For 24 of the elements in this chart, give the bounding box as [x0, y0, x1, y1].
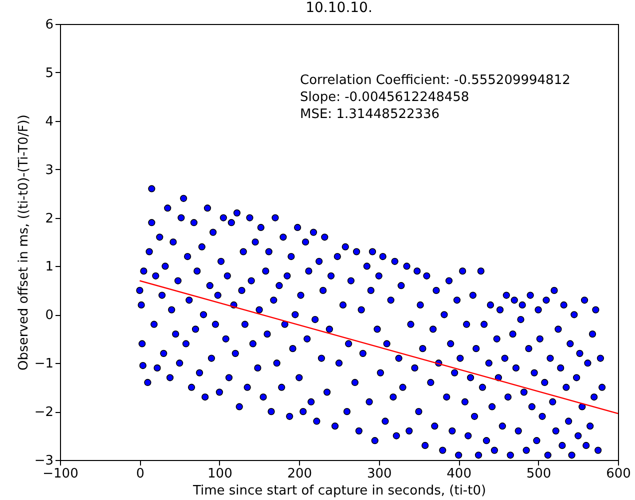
- y-axis-title: Observed offset in ms, ((ti-t0)-(Ti-T0/F)): [16, 114, 32, 370]
- x-tick-label: 200: [287, 466, 312, 482]
- y-tick-label: 4: [45, 114, 54, 130]
- x-tick-label: 600: [606, 466, 631, 482]
- chart-title: 10.10.10.: [306, 0, 372, 16]
- x-tick-label: −100: [42, 466, 78, 482]
- y-tick-label: 0: [45, 308, 54, 324]
- y-tick-label: −3: [34, 454, 54, 468]
- annotation: MSE: 1.31448522336: [300, 107, 440, 122]
- y-tick-label: −1: [34, 356, 54, 372]
- y-tick-label: 1: [45, 260, 54, 275]
- y-tick-label: −2: [34, 405, 54, 420]
- x-tick-label: 300: [366, 466, 392, 482]
- y-tick-label: 5: [45, 66, 54, 81]
- x-tick-label: 500: [526, 466, 552, 482]
- annotation: Correlation Coefficient: -0.555209994812: [300, 73, 570, 88]
- x-tick-label: 100: [208, 466, 232, 482]
- x-tick-label: 400: [446, 466, 472, 482]
- x-axis-title: Time since start of capture in seconds, (ti-t0): [192, 484, 486, 498]
- y-tick-label: 2: [45, 211, 54, 226]
- x-tick-label: 0: [136, 466, 144, 482]
- y-tick-label: 3: [45, 162, 54, 178]
- annotation: Slope: -0.0045612248458: [300, 90, 470, 105]
- y-tick-label: 6: [45, 18, 54, 32]
